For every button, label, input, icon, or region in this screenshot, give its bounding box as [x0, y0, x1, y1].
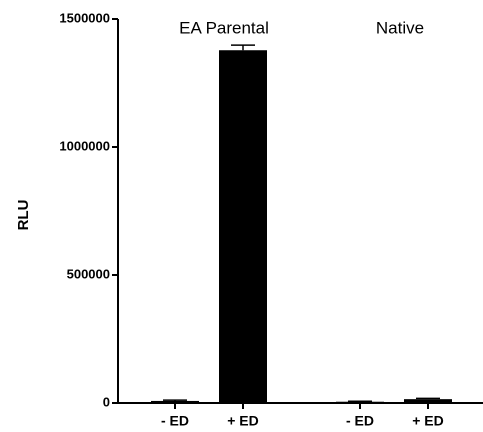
error-bar: [163, 399, 187, 401]
y-tick-label: 0: [103, 394, 110, 409]
y-tick-label: 500000: [67, 266, 110, 281]
error-bar: [348, 400, 372, 402]
bar: [404, 399, 452, 403]
x-tick-label: + ED: [412, 413, 444, 429]
y-tick-label: 1000000: [59, 138, 110, 153]
y-tick-label: 1500000: [59, 10, 110, 25]
bar: [336, 401, 384, 403]
error-bar: [231, 44, 255, 51]
x-tick-label: - ED: [346, 413, 374, 429]
bar: [151, 400, 199, 403]
error-bar: [416, 397, 440, 400]
group-label: Native: [376, 18, 424, 37]
x-tick-label: - ED: [161, 413, 189, 429]
x-tick-label: + ED: [227, 413, 259, 429]
y-axis-label: RLU: [15, 200, 32, 231]
group-label: EA Parental: [179, 18, 269, 37]
bar: [219, 50, 267, 404]
